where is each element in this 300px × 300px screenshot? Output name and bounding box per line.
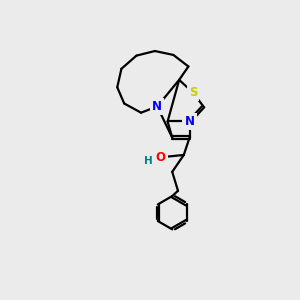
Text: H: H xyxy=(144,156,153,166)
Text: N: N xyxy=(152,100,162,113)
Text: S: S xyxy=(189,86,197,99)
Text: N: N xyxy=(184,115,195,128)
Text: O: O xyxy=(156,151,166,164)
